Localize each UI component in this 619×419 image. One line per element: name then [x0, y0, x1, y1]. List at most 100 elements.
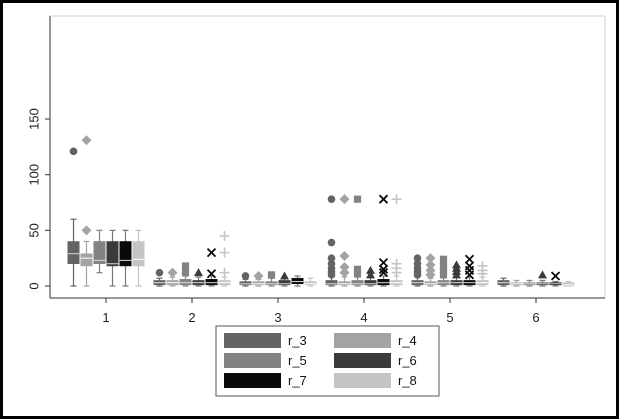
outlier-marker-stroke	[464, 261, 475, 271]
outlier-marker	[280, 271, 289, 280]
chart-frame: 0 50 100 150 1 2 3 4 5 6 r_3 r_4 r_5 r_6 r_7 r_8	[3, 3, 616, 416]
box-plot-series	[67, 135, 575, 287]
outlier-marker	[81, 135, 92, 146]
box-body	[364, 280, 377, 286]
outlier-marker	[219, 230, 230, 241]
box	[390, 194, 403, 287]
outlier-marker	[167, 267, 178, 278]
box	[437, 255, 450, 287]
legend-label-r-7: r_7	[288, 373, 307, 388]
box	[450, 260, 463, 287]
legend-key-r-7	[224, 373, 281, 388]
x-tick-label: 4	[360, 310, 367, 325]
outlier-marker	[366, 270, 375, 279]
outlier-marker	[219, 247, 230, 258]
outlier-marker	[425, 265, 436, 276]
box	[153, 268, 166, 287]
box	[497, 277, 510, 287]
y-tick-label: 50	[26, 223, 41, 237]
series-r-7	[119, 194, 562, 287]
outlier-marker-stroke	[378, 268, 389, 278]
box	[304, 277, 317, 287]
legend-key-r-3	[224, 333, 281, 348]
box	[411, 254, 424, 287]
outlier-marker	[378, 257, 389, 268]
outlier-marker	[69, 147, 78, 156]
series-r-8	[132, 194, 575, 287]
box	[132, 229, 145, 287]
x-tick-label: 3	[274, 310, 281, 325]
box	[252, 270, 265, 287]
box	[549, 271, 562, 287]
box	[377, 194, 390, 287]
x-tick-label: 6	[532, 310, 539, 325]
outlier-marker	[439, 255, 448, 263]
box-body	[562, 282, 575, 287]
outlier-marker	[241, 272, 250, 280]
box-body	[80, 253, 93, 267]
box	[192, 268, 205, 287]
box-body	[132, 241, 145, 267]
box-body	[67, 241, 80, 264]
box-plot-chart: 0 50 100 150 1 2 3 4 5 6 r_3 r_4 r_5 r_6 r_7 r_8	[26, 15, 606, 397]
box-body	[351, 280, 364, 286]
box	[536, 270, 549, 287]
box-body	[291, 277, 304, 285]
outlier-marker	[206, 247, 217, 258]
outlier-marker	[477, 260, 488, 271]
y-tick-label: 100	[26, 164, 41, 186]
legend-label-r-3: r_3	[288, 333, 307, 348]
box	[364, 265, 377, 287]
outlier-marker	[353, 265, 362, 273]
outlier-marker	[339, 262, 350, 273]
outlier-marker	[550, 271, 561, 281]
box	[463, 254, 476, 287]
outlier-marker	[327, 259, 336, 268]
outlier-marker	[267, 271, 276, 279]
outlier-marker	[378, 264, 389, 274]
outlier-marker	[253, 270, 264, 281]
outlier-marker	[353, 195, 362, 203]
x-tick-label: 5	[446, 310, 453, 325]
outlier-marker	[353, 270, 362, 278]
box	[291, 275, 304, 287]
series-r-4	[80, 135, 523, 287]
box	[351, 195, 364, 287]
axes: 0 50 100 150 1 2 3 4 5 6	[26, 16, 605, 325]
outlier-marker	[194, 268, 203, 277]
box-body	[424, 281, 437, 286]
outlier-marker	[181, 269, 190, 277]
x-tick-label: 2	[188, 310, 195, 325]
outlier-marker-stroke	[378, 264, 389, 274]
outlier-marker-stroke	[206, 269, 217, 279]
outlier-marker	[413, 259, 422, 268]
outlier-marker	[181, 262, 190, 270]
box	[93, 229, 106, 274]
box-body	[93, 241, 106, 264]
legend: r_3 r_4 r_5 r_6 r_7 r_8	[215, 325, 440, 397]
outlier-marker	[464, 254, 475, 264]
box	[562, 280, 575, 287]
box-body	[304, 281, 317, 286]
box-body	[265, 281, 278, 286]
series-r-5	[93, 195, 536, 287]
legend-label-r-6: r_6	[398, 353, 417, 368]
box	[67, 147, 80, 287]
box	[424, 253, 437, 287]
box	[179, 262, 192, 287]
outlier-marker	[327, 195, 336, 203]
box	[325, 195, 338, 287]
series-r-6	[106, 229, 549, 287]
outlier-marker-stroke	[378, 194, 389, 204]
outlier-marker	[413, 254, 422, 262]
box-body	[106, 241, 119, 267]
outlier-marker	[339, 250, 350, 261]
box	[106, 229, 119, 287]
y-tick-label: 0	[26, 282, 41, 289]
outlier-marker	[327, 238, 336, 247]
legend-key-r-4	[334, 333, 391, 348]
box	[278, 271, 291, 287]
box	[338, 194, 351, 287]
outlier-marker-stroke	[378, 257, 389, 268]
box-body	[338, 281, 351, 286]
